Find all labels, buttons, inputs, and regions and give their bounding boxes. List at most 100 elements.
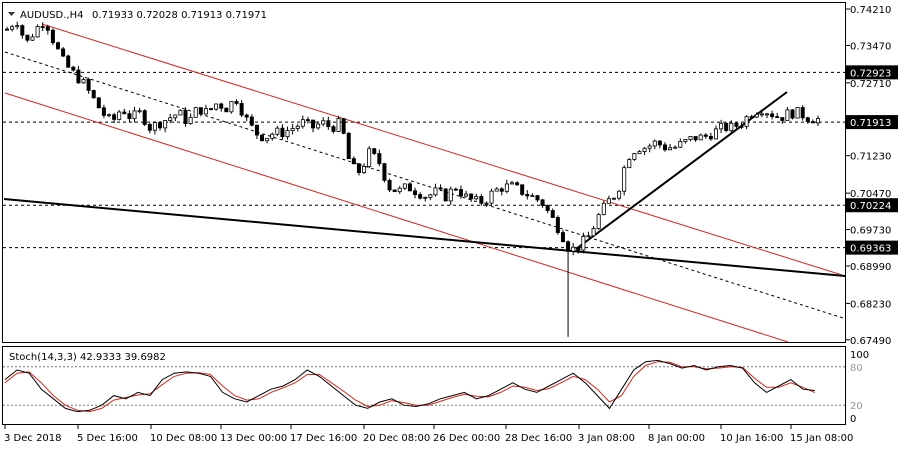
candle-body [464,193,469,197]
candle-body [56,42,61,50]
candle-body [734,122,739,127]
candle-body [341,118,346,134]
candle-body [10,26,15,30]
candle-body [448,188,453,202]
collapse-triangle-icon[interactable] [8,12,15,16]
price-level-box [846,198,898,213]
candle-body [489,190,494,204]
axis-layer: 0.74210 0.73470 0.72710 0.71230 0.70470 0.697… [4,5,898,444]
stoch-label: Stoch(14,3,3) 42.9333 39.6982 [9,352,166,363]
candle-body [805,117,810,122]
candle-body [76,69,81,84]
x-tick-label: 26 Dec 00:00 [433,433,500,444]
x-tick-label: 5 Dec 16:00 [77,433,138,444]
candle-body [795,107,800,119]
candle-body [688,136,693,140]
candle-body [810,121,815,124]
candle-body [479,196,484,204]
x-tick-label: 20 Dec 08:00 [363,433,430,444]
candle-body [219,103,224,109]
candle-body [586,235,591,238]
stoch-axis-label: 100 [850,350,869,361]
stoch-axis-label: 0 [850,414,856,425]
candle-body [127,113,132,120]
candle-body [719,122,724,130]
candle-body [576,246,581,251]
candle-body [183,109,188,125]
candle-body [458,189,463,197]
candle-body [224,107,229,113]
candle-body [244,114,249,118]
candle-body [30,36,35,41]
candle-body [280,127,285,138]
candle-body [229,101,234,113]
candle-body [423,197,428,199]
price-level-box [846,115,898,130]
candle-body [622,167,627,192]
candle-body [785,109,790,121]
y-tick-label: 0.68230 [850,299,891,310]
candle-body [428,194,433,198]
candle-body [300,119,305,127]
candle-body [132,110,137,120]
candle-body [642,147,647,152]
candle-body [81,79,86,84]
candle-body [392,189,397,193]
candle-body [535,195,540,201]
candle-body [50,29,55,44]
candle-body [397,187,402,193]
candle-body [816,118,821,124]
candle-body [739,125,744,128]
candle-body [382,163,387,181]
candle-body [800,107,805,119]
candle-body [724,122,729,131]
candle-body [107,114,112,117]
candle-body [713,128,718,140]
candle-body [234,101,239,104]
candle-body [203,108,208,115]
x-tick-label: 3 Dec 2018 [4,433,62,444]
candle-body [163,120,168,129]
candle-body [627,159,632,169]
candle-body [530,195,535,198]
candle-body [515,182,520,186]
y-tick-label: 0.72710 [850,79,891,90]
candle-body [770,113,775,118]
candle-body [484,202,489,205]
stoch-plot-frame [2,346,846,425]
y-tick-label: 0.73470 [850,41,891,52]
candle-body [331,126,336,132]
candle-body [560,232,565,243]
candle-body [137,110,142,113]
candle-body [729,122,734,131]
candle-body [158,122,163,129]
candle-body [260,134,265,142]
candle-body [209,108,214,110]
candle-body [61,48,66,57]
candle-body [356,163,361,173]
candle-body [96,97,101,109]
candle-body [377,153,382,165]
candle-body [367,148,372,167]
candle-body [790,109,795,119]
y-tick-label: 0.69730 [850,226,891,237]
candle-body [591,228,596,237]
stoch-main-line [4,359,816,413]
candle-body [147,124,152,131]
candle-body [407,183,412,192]
candle-body [402,183,407,189]
candle-body [474,196,479,200]
candle-body [469,193,474,200]
candle-body [270,133,275,139]
candle-body [775,116,780,119]
y-tick-label: 0.70470 [850,189,891,200]
x-tick-label: 8 Jan 00:00 [648,433,705,444]
stoch-signal-line [4,361,816,413]
channel-upper-line [41,23,843,276]
candle-body [545,205,550,211]
candle-body [652,140,657,147]
candle-body [15,25,20,28]
candle-body [759,113,764,116]
candle-body [413,190,418,195]
candle-body [91,89,96,99]
